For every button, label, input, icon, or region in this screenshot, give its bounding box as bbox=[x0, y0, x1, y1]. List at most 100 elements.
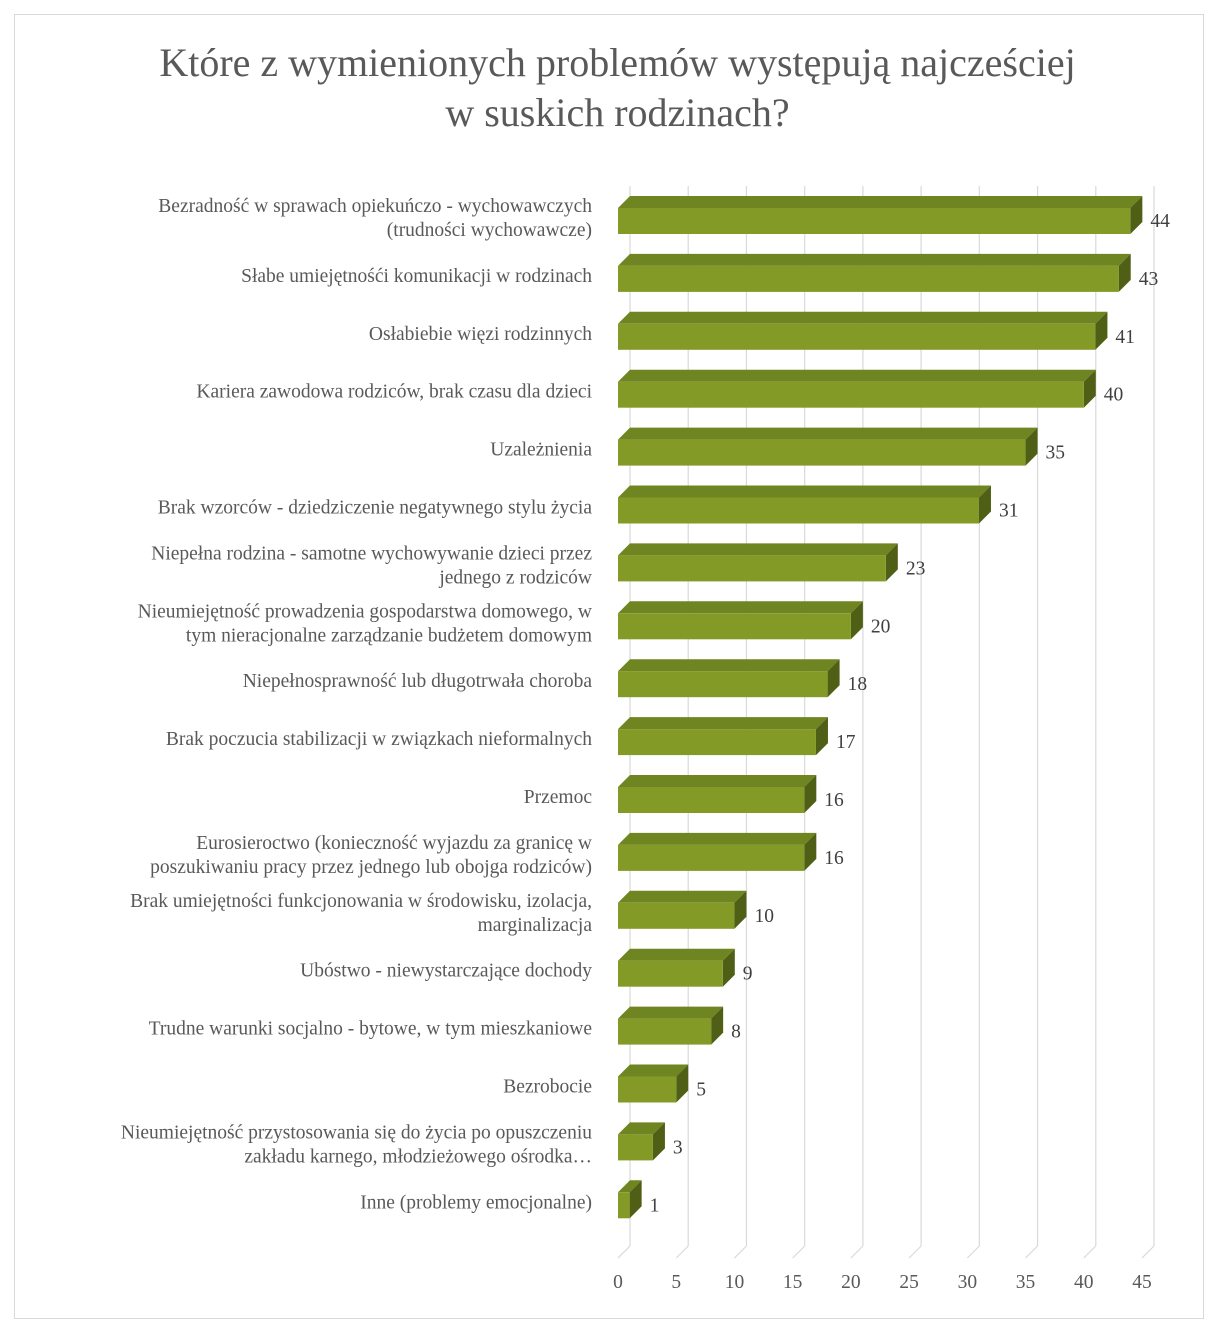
x-tick-label: 10 bbox=[725, 1272, 745, 1293]
bar-top-face bbox=[618, 427, 1038, 440]
category-label-line: Brak umiejętności funkcjonowania w środo… bbox=[130, 891, 592, 912]
gridline-floor bbox=[850, 1245, 864, 1259]
bar bbox=[618, 1122, 665, 1161]
data-label: 18 bbox=[848, 674, 868, 695]
bar-side-face bbox=[850, 601, 863, 640]
bar-front-face bbox=[618, 323, 1096, 350]
category-label: Nieumiejętność przystosowania się do życ… bbox=[121, 1122, 592, 1167]
category-label-line: marginalizacja bbox=[478, 915, 593, 936]
bar-top-face bbox=[618, 775, 817, 787]
x-tick-label: 30 bbox=[958, 1272, 978, 1293]
bar-front-face bbox=[618, 671, 828, 698]
x-tick-label: 45 bbox=[1132, 1272, 1152, 1293]
data-label: 16 bbox=[824, 790, 844, 811]
bar-side-face bbox=[885, 543, 898, 582]
x-tick-label: 25 bbox=[899, 1272, 919, 1293]
bar-side-face bbox=[734, 890, 747, 929]
bar-front-face bbox=[618, 1192, 630, 1219]
bar-side-face bbox=[804, 775, 817, 813]
bar-side-face bbox=[711, 1006, 724, 1045]
x-axis-ticks: 0 5 10 15 20 25 30 35 40 45 bbox=[613, 1272, 1152, 1293]
bar bbox=[618, 832, 817, 871]
category-label-line: Niepełnosprawność lub długotrwała chorob… bbox=[243, 671, 593, 692]
bar-side-face bbox=[676, 1064, 689, 1103]
category-label: Kariera zawodowa rodziców, brak czasu dl… bbox=[196, 382, 592, 403]
category-labels: Bezradność w sprawach opiekuńczo - wycho… bbox=[121, 196, 593, 1213]
bar-top-face bbox=[618, 1064, 689, 1077]
bar-front-face bbox=[618, 960, 723, 987]
bar-top-face bbox=[618, 948, 735, 961]
bar-side-face bbox=[1025, 427, 1038, 466]
category-label: Ubóstwo - niewystarczające dochody bbox=[300, 961, 592, 982]
bar bbox=[618, 1006, 724, 1045]
bar-front-face bbox=[618, 844, 805, 871]
category-label-line: Nieumiejętność prowadzenia gospodarstwa … bbox=[138, 601, 592, 622]
gridline-floor bbox=[675, 1245, 689, 1259]
category-label: Brak umiejętności funkcjonowania w środo… bbox=[130, 891, 592, 936]
category-label: Osłabiebie więzi rodzinnych bbox=[369, 324, 592, 345]
category-label-line: Niepełna rodzina - samotne wychowywanie … bbox=[151, 543, 592, 564]
category-label-line: Uzależnienia bbox=[490, 440, 592, 461]
bar-top-face bbox=[618, 369, 1096, 382]
bar-top-face bbox=[618, 659, 840, 672]
data-label: 5 bbox=[696, 1080, 706, 1101]
bar bbox=[618, 311, 1108, 350]
category-label: Uzależnienia bbox=[490, 440, 592, 461]
bar-top-face bbox=[618, 311, 1108, 324]
bar-front-face bbox=[618, 1018, 712, 1045]
category-label: Słabe umiejętnośći komunikacji w rodzina… bbox=[241, 266, 592, 287]
bar bbox=[618, 717, 828, 756]
bar-side-face bbox=[815, 717, 828, 756]
gridline-floor bbox=[617, 1245, 631, 1259]
x-tick-label: 35 bbox=[1016, 1272, 1036, 1293]
data-label: 8 bbox=[731, 1022, 741, 1043]
x-tick-label: 40 bbox=[1074, 1272, 1094, 1293]
category-label-line: (trudności wychowawcze) bbox=[387, 220, 592, 241]
category-label: Trudne warunki socjalno - bytowe, w tym … bbox=[149, 1019, 592, 1040]
x-tick-label: 5 bbox=[671, 1272, 681, 1293]
x-tick-label: 0 bbox=[613, 1272, 623, 1293]
bar-front-face bbox=[618, 381, 1084, 408]
bar-side-face bbox=[827, 659, 840, 698]
gridline-floor bbox=[734, 1245, 747, 1259]
x-tick-label: 20 bbox=[841, 1272, 861, 1293]
category-label-line: Nieumiejętność przystosowania się do życ… bbox=[121, 1122, 592, 1143]
bar bbox=[618, 427, 1038, 466]
bar-top-face bbox=[618, 1122, 665, 1135]
bar-front-face bbox=[618, 1134, 653, 1161]
bar-side-face bbox=[629, 1180, 642, 1219]
category-label: Nieumiejętność prowadzenia gospodarstwa … bbox=[138, 601, 592, 646]
data-label: 20 bbox=[871, 616, 891, 637]
bar-side-face bbox=[1118, 253, 1131, 292]
category-label-line: Kariera zawodowa rodziców, brak czasu dl… bbox=[196, 382, 592, 403]
bar bbox=[618, 369, 1096, 408]
category-label-line: Brak poczucia stabilizacji w związkach n… bbox=[166, 729, 592, 750]
data-label: 31 bbox=[999, 501, 1019, 522]
category-label-line: Ubóstwo - niewystarczające dochody bbox=[300, 961, 592, 982]
bar-front-face bbox=[618, 555, 886, 582]
bar bbox=[618, 543, 898, 582]
gridline-floor bbox=[1025, 1245, 1038, 1259]
category-label-line: Słabe umiejętnośći komunikacji w rodzina… bbox=[241, 266, 592, 287]
x-tick-label: 15 bbox=[783, 1272, 803, 1293]
bar bbox=[618, 485, 991, 524]
category-label-line: Osłabiebie więzi rodzinnych bbox=[369, 324, 592, 345]
category-label: Bezradność w sprawach opiekuńczo - wycho… bbox=[158, 196, 592, 241]
bar bbox=[618, 775, 817, 813]
category-label: Inne (problemy emocjonalne) bbox=[360, 1192, 592, 1213]
data-label: 1 bbox=[650, 1195, 660, 1216]
category-label: Niepełna rodzina - samotne wychowywanie … bbox=[151, 543, 592, 588]
bar-top-face bbox=[618, 601, 863, 614]
bar-top-face bbox=[618, 832, 817, 845]
chart-title: Które z wymienionych problemów występują… bbox=[0, 38, 1207, 138]
bar bbox=[618, 659, 840, 698]
bar-front-face bbox=[618, 787, 805, 813]
bar-top-face bbox=[618, 1006, 724, 1019]
bar-front-face bbox=[618, 439, 1026, 466]
gridline-floor bbox=[1083, 1245, 1097, 1259]
data-label: 40 bbox=[1104, 385, 1124, 406]
category-label: Przemoc bbox=[524, 787, 593, 808]
data-label: 43 bbox=[1139, 269, 1159, 290]
